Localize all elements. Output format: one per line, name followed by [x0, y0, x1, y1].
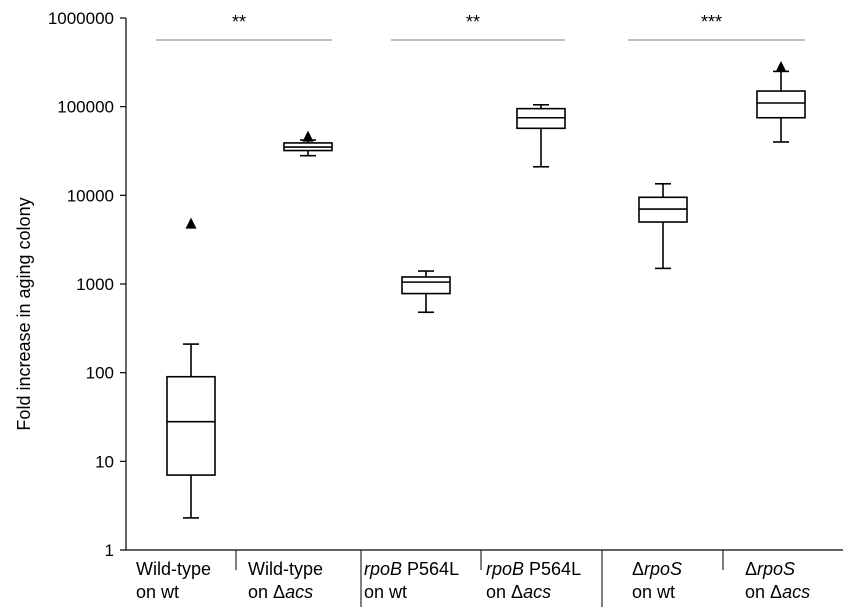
y-tick-label: 100000: [57, 98, 114, 117]
outlier-marker: [775, 61, 787, 73]
significance-label: ***: [701, 12, 722, 32]
y-tick-label: 1000000: [48, 9, 114, 28]
significance-annotations: ** ** ***: [156, 12, 805, 41]
significance-label: **: [466, 12, 480, 32]
category-label: on Δacs: [486, 582, 551, 602]
category-label: rpoB P564L: [364, 559, 459, 579]
y-axis-ticks: 1 10 100 1000 10000 100000 1000000: [48, 9, 126, 560]
iqr-box: [756, 90, 806, 119]
y-tick-label: 1000: [76, 275, 114, 294]
category-label: on wt: [364, 582, 407, 602]
y-axis-title: Fold increase in aging colony: [14, 197, 34, 430]
y-tick-label: 100: [86, 364, 114, 383]
iqr-box: [401, 276, 451, 295]
box-group: [166, 217, 216, 519]
category-label: on Δacs: [248, 582, 313, 602]
category-label: on wt: [632, 582, 675, 602]
outlier-marker: [302, 130, 314, 142]
category-label: on wt: [136, 582, 179, 602]
box-group: [283, 130, 333, 157]
axes: [125, 18, 843, 607]
category-label: Wild-type: [136, 559, 211, 579]
category-label: ΔrpoS: [632, 559, 682, 579]
outlier-marker: [185, 217, 197, 229]
category-label: ΔrpoS: [745, 559, 795, 579]
x-axis-category-labels: Wild-type on wt Wild-type on Δacs rpoB P564L…: [136, 559, 810, 602]
iqr-box: [166, 375, 216, 476]
significance-label: **: [232, 12, 246, 32]
category-label: on Δacs: [745, 582, 810, 602]
y-tick-label: 10: [95, 452, 114, 471]
category-label: rpoB P564L: [486, 559, 581, 579]
box-group: [638, 182, 688, 270]
box-group: [756, 61, 806, 143]
y-tick-label: 10000: [67, 186, 114, 205]
category-label: Wild-type: [248, 559, 323, 579]
boxes: [166, 61, 806, 519]
box-group: [516, 103, 566, 168]
y-tick-label: 1: [105, 541, 114, 560]
box-group: [401, 270, 451, 314]
